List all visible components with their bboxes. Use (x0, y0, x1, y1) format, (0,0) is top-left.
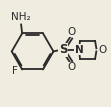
Text: O: O (98, 45, 106, 55)
Text: N: N (75, 45, 83, 55)
Text: F: F (12, 65, 18, 76)
Text: O: O (67, 62, 76, 72)
Text: S: S (59, 43, 68, 56)
Text: NH₂: NH₂ (11, 12, 31, 22)
Text: O: O (67, 27, 76, 37)
